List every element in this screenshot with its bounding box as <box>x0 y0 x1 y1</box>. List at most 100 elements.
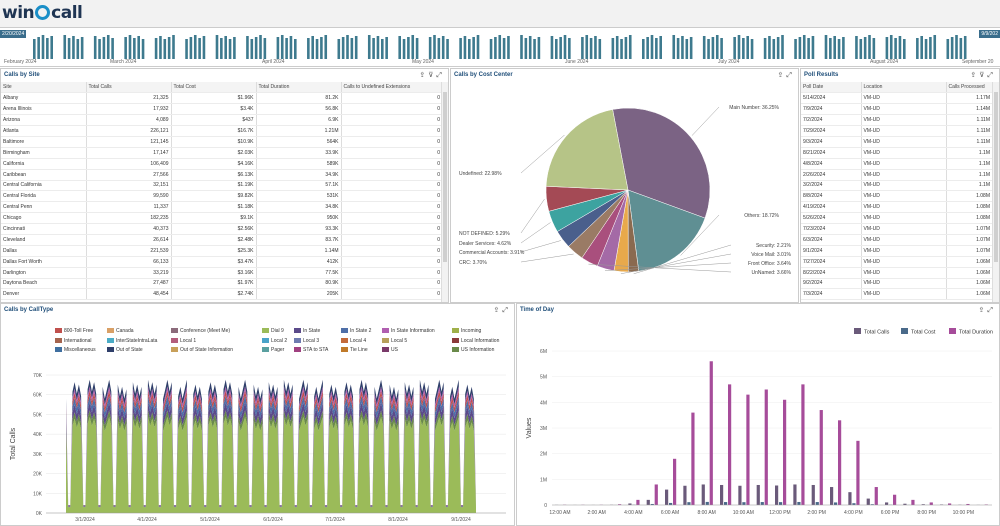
table-row[interactable]: Cleveland 26,614 $2.48K 83.7K 0 <box>1 234 443 246</box>
export-icon[interactable]: ⇪ <box>978 307 988 314</box>
export-icon[interactable]: ⇪ <box>493 307 503 314</box>
app-logo[interactable]: win call <box>2 3 83 23</box>
table-row[interactable]: Arena Illinois 17,932 $3.4K 56.8K 0 <box>1 103 443 116</box>
legend-item[interactable]: Miscellaneous <box>55 347 96 353</box>
calltype-area-series[interactable] <box>66 395 476 507</box>
time-of-day-bar[interactable] <box>948 503 952 505</box>
time-of-day-bar[interactable] <box>636 499 640 505</box>
legend-item[interactable]: Local 2 <box>262 337 287 344</box>
table-row[interactable]: Central Florida 99,590 $9.82K 531K 0 <box>1 190 443 203</box>
calltype-area-series[interactable] <box>66 390 476 507</box>
time-of-day-bar[interactable] <box>746 394 750 505</box>
table-row[interactable]: Albany 21,325 $1.96K 81.2K 0 <box>1 92 443 105</box>
time-of-day-bar[interactable] <box>683 485 687 505</box>
table-row[interactable]: 7/9/2024 VM-UD 1.14M <box>801 103 993 116</box>
time-of-day-bar[interactable] <box>687 502 691 505</box>
time-of-day-bar[interactable] <box>709 361 713 505</box>
calltype-area-series[interactable] <box>66 386 476 506</box>
time-of-day-bar[interactable] <box>866 498 870 505</box>
poll-table-scrollbar[interactable] <box>992 82 999 302</box>
time-of-day-bar[interactable] <box>654 484 658 505</box>
time-of-day-bar[interactable] <box>720 484 724 505</box>
time-of-day-bar[interactable] <box>793 484 797 505</box>
col-total-cost[interactable]: Total Cost <box>171 82 257 94</box>
col-undefined-ext[interactable]: Calls to Undefined Extensions <box>341 82 443 94</box>
legend-item[interactable]: Local 1 <box>171 337 196 344</box>
time-of-day-bar[interactable] <box>760 502 764 505</box>
table-row[interactable]: 4/19/2024 VM-UD 1.08M <box>801 201 993 214</box>
filter-icon[interactable]: ⊽ <box>979 72 988 79</box>
time-of-day-bar[interactable] <box>691 412 695 505</box>
table-row[interactable]: 3/2/2024 VM-UD 1.1M <box>801 180 993 192</box>
maximize-icon[interactable]: ⤢ <box>502 307 511 314</box>
table-row[interactable]: Dallas Fort Worth 66,133 $3.47K 412K 0 <box>1 256 443 268</box>
col-total-calls[interactable]: Total Calls <box>86 82 172 94</box>
calltype-area-series[interactable] <box>66 402 476 507</box>
legend-item[interactable]: In State 2 <box>341 328 371 334</box>
time-of-day-bar[interactable] <box>856 440 860 505</box>
export-icon[interactable]: ⇪ <box>419 72 429 79</box>
col-poll-date[interactable]: Poll Date <box>801 82 862 94</box>
table-row[interactable]: 2/26/2024 VM-UD 1.1M <box>801 169 993 181</box>
calltype-area-series[interactable] <box>66 379 476 506</box>
time-of-day-bar[interactable] <box>724 502 728 505</box>
table-row[interactable]: 7/3/2024 VM-UD 1.06M <box>801 288 993 301</box>
time-of-day-bar[interactable] <box>830 487 834 505</box>
maximize-icon[interactable]: ⤢ <box>436 72 445 79</box>
legend-item[interactable]: Out of State <box>107 347 143 353</box>
legend-item[interactable]: InterStateIntraLata <box>107 337 157 344</box>
time-of-day-bar[interactable] <box>775 485 779 505</box>
time-of-day-bar[interactable] <box>848 492 852 505</box>
table-row[interactable]: 4/8/2024 VM-UD 1.1M <box>801 158 993 170</box>
table-row[interactable]: 7/29/2024 VM-UD 1.11M <box>801 125 993 137</box>
legend-item[interactable]: Tie Line <box>341 347 368 353</box>
export-icon[interactable]: ⇪ <box>777 72 787 79</box>
calltype-area-series[interactable] <box>66 417 476 513</box>
time-of-day-bar[interactable] <box>756 484 760 505</box>
time-of-day-bar[interactable] <box>966 503 970 505</box>
table-row[interactable]: 8/22/2024 VM-UD 1.06M <box>801 267 993 279</box>
time-of-day-bar[interactable] <box>618 504 622 505</box>
table-row[interactable]: California 106,409 $4.16K 589K 0 <box>1 158 443 170</box>
time-of-day-bar[interactable] <box>852 503 856 505</box>
legend-item[interactable]: US Information <box>452 347 494 353</box>
time-of-day-bar[interactable] <box>797 501 801 505</box>
table-row[interactable]: Central Penn 11,337 $1.18K 34.8K 0 <box>1 201 443 214</box>
table-row[interactable]: Central California 32,151 $1.19K 57.1K 0 <box>1 180 443 192</box>
time-of-day-bar[interactable] <box>921 504 925 505</box>
legend-item[interactable]: Total Cost <box>901 328 936 336</box>
legend-item[interactable]: Out of State Information <box>171 347 233 353</box>
time-of-day-bar[interactable] <box>728 384 732 505</box>
time-of-day-bar[interactable] <box>783 399 787 505</box>
site-table-scrollbar[interactable] <box>441 82 448 302</box>
table-row[interactable]: Daytona Beach 27,487 $1.97K 80.9K 0 <box>1 278 443 290</box>
table-row[interactable]: 5/14/2024 VM-UD 1.17M <box>801 92 993 105</box>
calltype-area-chart[interactable]: 0K 10K 20K 30K 40K 50K 60K 70K Total Calls 3/1/20… <box>1 365 514 525</box>
table-row[interactable]: Caribbean 27,566 $6.13K 34.9K 0 <box>1 169 443 181</box>
date-range-timeline[interactable]: 2/20/2024 9/9/202 February 2024 March 20… <box>0 29 1000 67</box>
col-site[interactable]: Site <box>1 82 87 94</box>
table-row[interactable]: 7/27/2024 VM-UD 1.06M <box>801 256 993 268</box>
legend-item[interactable]: Local 5 <box>382 337 407 344</box>
col-calls-processed[interactable]: Calls Processed <box>946 82 993 94</box>
time-of-day-bar[interactable] <box>984 504 988 505</box>
time-of-day-bar[interactable] <box>893 494 897 505</box>
filter-icon[interactable]: ⊽ <box>428 72 437 79</box>
table-row[interactable]: 8/21/2024 VM-UD 1.1M <box>801 147 993 159</box>
legend-item[interactable]: Local 4 <box>341 337 366 344</box>
legend-item[interactable]: Conference (Meet Me) <box>171 328 230 334</box>
legend-item[interactable]: 800-Toll Free <box>55 328 93 334</box>
time-of-day-bar[interactable] <box>811 484 815 505</box>
time-of-day-bar[interactable] <box>705 501 709 505</box>
time-of-day-bar[interactable] <box>815 502 819 505</box>
table-row[interactable]: 9/1/2024 VM-UD 1.07M <box>801 245 993 257</box>
legend-item[interactable]: Local 3 <box>294 337 319 344</box>
table-row[interactable]: Denver 48,454 $2.74K 205K 0 <box>1 288 443 301</box>
legend-item[interactable]: Total Duration <box>949 328 993 336</box>
table-row[interactable]: Arizona 4,089 $437 6.9K 0 <box>1 114 443 127</box>
maximize-icon[interactable]: ⤢ <box>786 72 795 79</box>
legend-item[interactable]: US <box>382 347 398 353</box>
time-of-day-bar[interactable] <box>929 502 933 505</box>
cost-center-pie-chart[interactable]: Main Number: 36.25% Others: 18.72% Securit… <box>451 82 798 302</box>
time-of-day-bar[interactable] <box>646 499 650 505</box>
